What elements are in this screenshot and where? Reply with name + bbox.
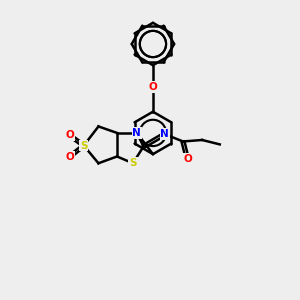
Text: N: N	[160, 129, 169, 139]
Text: S: S	[129, 158, 137, 168]
Text: O: O	[65, 152, 74, 162]
Text: N: N	[132, 128, 141, 138]
Text: O: O	[65, 130, 74, 140]
Text: S: S	[80, 141, 88, 151]
Text: O: O	[148, 82, 157, 92]
Text: O: O	[183, 154, 192, 164]
